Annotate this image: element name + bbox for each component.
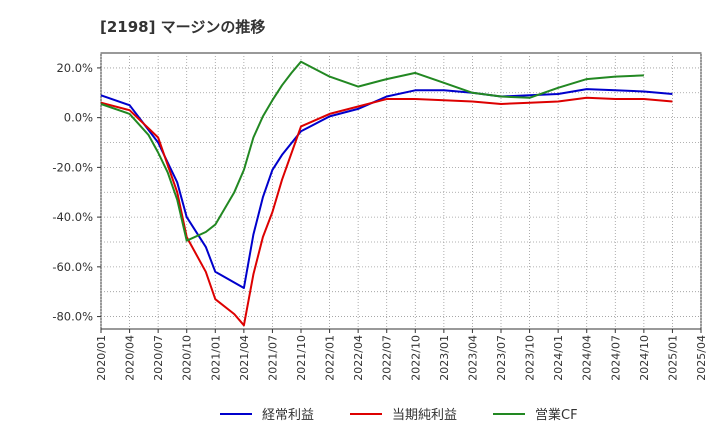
x-tick-label: 2024/10 <box>638 335 651 381</box>
x-tick-label: 2020/04 <box>124 335 137 381</box>
x-tick-label: 2020/07 <box>152 335 165 381</box>
x-tick-label: 2022/04 <box>352 335 365 381</box>
x-tick-label: 2024/07 <box>609 335 622 381</box>
x-tick-label: 2020/10 <box>181 335 194 381</box>
x-tick-label: 2020/01 <box>95 335 108 381</box>
chart-title: [2198] マージンの推移 <box>100 18 265 36</box>
x-tick-label: 2023/04 <box>466 335 479 381</box>
y-tick-label: -60.0% <box>52 260 93 274</box>
x-tick-label: 2023/01 <box>438 335 451 381</box>
y-tick-label: -80.0% <box>52 310 93 324</box>
legend: 経常利益 当期純利益 営業CF <box>220 407 578 423</box>
x-tick-label: 2022/01 <box>324 335 337 381</box>
series-line-経常利益 <box>100 88 673 289</box>
x-tick-label: 2021/07 <box>266 335 279 381</box>
x-tick-label: 2021/10 <box>295 335 308 381</box>
y-tick-label: -40.0% <box>52 210 93 224</box>
legend-label: 当期純利益 <box>392 408 457 423</box>
x-tick-label: 2023/10 <box>524 335 537 381</box>
x-tick-label: 2023/07 <box>495 335 508 381</box>
x-tick-label: 2025/01 <box>666 335 679 381</box>
series-line-当期純利益 <box>100 96 673 327</box>
legend-label: 営業CF <box>535 407 578 423</box>
series-lines <box>100 60 673 327</box>
x-tick-label: 2022/07 <box>381 335 394 381</box>
series-line-営業CF <box>100 60 644 242</box>
x-tick-label: 2024/04 <box>581 335 594 381</box>
y-tick-label: -20.0% <box>52 160 93 174</box>
x-tick-label: 2024/01 <box>552 335 565 381</box>
x-tick-label: 2022/10 <box>409 335 422 381</box>
x-tick-label: 2021/01 <box>209 335 222 381</box>
y-tick-label: 20.0% <box>56 61 93 75</box>
x-axis-ticks: 2020/01 2020/04 2020/07 2020/10 2021/01 2021/… <box>95 329 708 381</box>
x-tick-label: 2025/04 <box>695 335 708 381</box>
y-tick-label: 0.0% <box>64 111 93 125</box>
y-axis-ticks: 20.0% 0.0% -20.0% -40.0% -60.0% -80.0% <box>52 61 101 324</box>
x-tick-label: 2021/04 <box>238 335 251 381</box>
legend-label: 経常利益 <box>262 408 314 423</box>
